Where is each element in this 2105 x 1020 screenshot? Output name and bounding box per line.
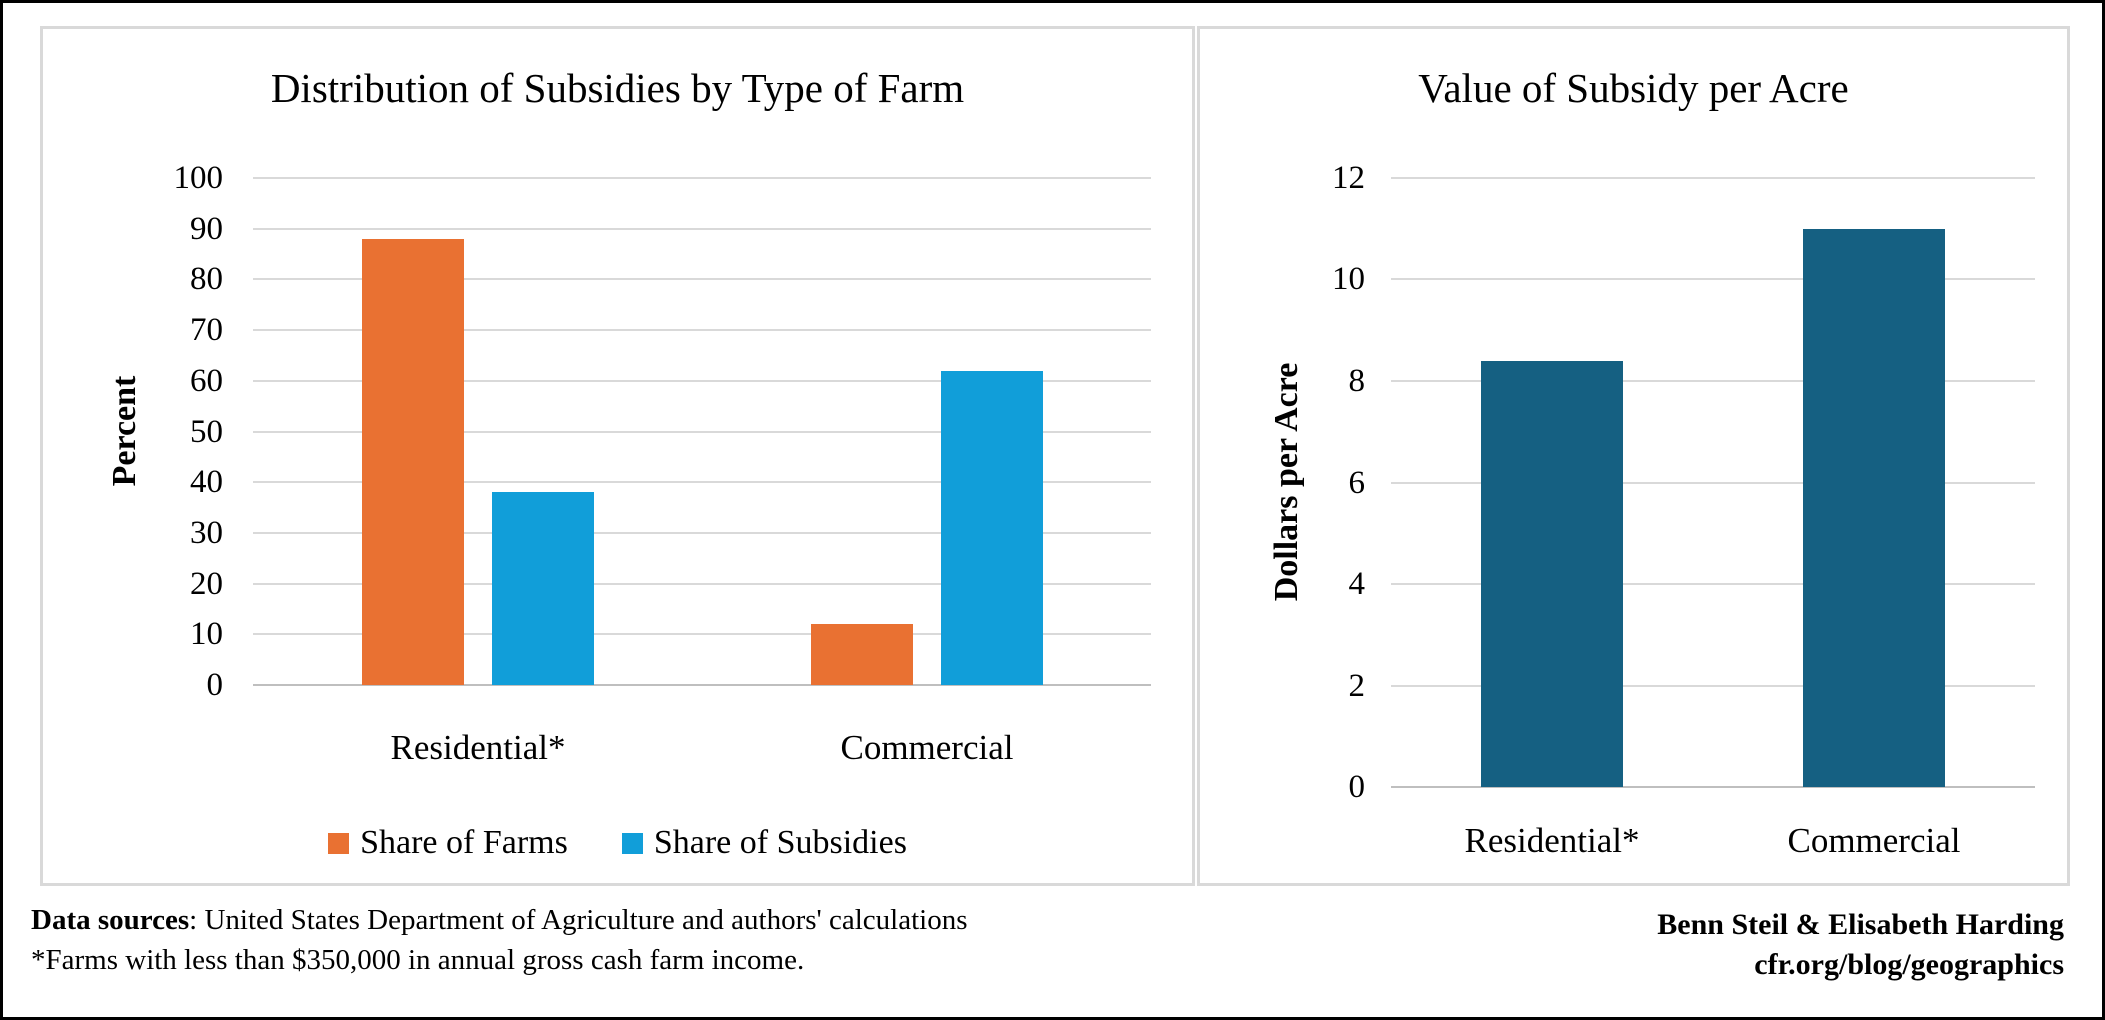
gridline xyxy=(253,481,1151,483)
gridline xyxy=(1391,482,2035,484)
y-tick-label: 4 xyxy=(1348,566,1366,602)
credit-authors: Benn Steil & Elisabeth Harding xyxy=(1657,908,2064,941)
y-tick-label: 8 xyxy=(1348,363,1366,399)
gridline xyxy=(253,228,1151,230)
source-note: Data sources: United States Department o… xyxy=(31,900,967,980)
y-tick-label: 0 xyxy=(206,667,224,703)
y-tick-label: 80 xyxy=(190,261,223,297)
gridline xyxy=(253,583,1151,585)
y-tick-label: 50 xyxy=(190,414,223,450)
footnote-line: *Farms with less than $350,000 in annual… xyxy=(31,944,805,976)
x-category-label-residential: Residential* xyxy=(390,728,566,767)
legend-item-share-of-farms: Share of Farms xyxy=(328,821,568,865)
gridline xyxy=(1391,177,2035,179)
x-axis-line xyxy=(1391,786,2035,788)
gridline xyxy=(253,278,1151,280)
y-tick-label: 10 xyxy=(190,616,223,652)
x-category-label-commercial: Commercial xyxy=(840,728,1014,767)
source-note-line1: Data sources: United States Department o… xyxy=(31,900,967,940)
gridline xyxy=(1391,380,2035,382)
y-tick-label: 60 xyxy=(190,363,223,399)
gridline xyxy=(1391,278,2035,280)
y-tick-label: 40 xyxy=(190,464,223,500)
gridline xyxy=(1391,583,2035,585)
x-category-label-commercial: Commercial xyxy=(1787,821,1961,860)
left-chart-title: Distribution of Subsidies by Type of Far… xyxy=(270,65,965,111)
source-note-text: : United States Department of Agricultur… xyxy=(189,904,968,936)
bar-share-of-subsidies-residential xyxy=(492,492,594,685)
y-tick-label: 0 xyxy=(1348,769,1366,805)
y-tick-label: 12 xyxy=(1332,160,1365,196)
legend: Share of Farms Share of Subsidies xyxy=(43,821,1192,865)
x-axis-line xyxy=(253,684,1151,686)
gridline xyxy=(253,532,1151,534)
gridline xyxy=(253,177,1151,179)
source-note-label: Data sources xyxy=(31,904,190,936)
x-category-label-residential: Residential* xyxy=(1464,821,1640,860)
right-chart-title: Value of Subsidy per Acre xyxy=(1418,65,1849,111)
bar-share-of-farms-commercial xyxy=(811,624,913,685)
gridline xyxy=(1391,685,2035,687)
right-chart-panel: Value of Subsidy per Acre Dollars per Ac… xyxy=(1197,26,2070,886)
gridline xyxy=(253,633,1151,635)
legend-label-share-of-farms: Share of Farms xyxy=(360,824,568,861)
legend-label-share-of-subsidies: Share of Subsidies xyxy=(653,824,907,861)
bar-share-of-farms-residential xyxy=(362,239,464,685)
y-tick-label: 6 xyxy=(1348,465,1366,501)
gridline xyxy=(253,431,1151,433)
y-tick-label: 20 xyxy=(190,566,223,602)
y-tick-label: 30 xyxy=(190,515,223,551)
legend-item-share-of-subsidies: Share of Subsidies xyxy=(621,821,907,865)
gridline xyxy=(253,329,1151,331)
y-tick-label: 10 xyxy=(1332,261,1365,297)
y-tick-label: 2 xyxy=(1348,668,1366,704)
credit-url: cfr.org/blog/geographics xyxy=(1754,948,2064,981)
y-tick-label: 100 xyxy=(173,160,224,196)
credit-block: Benn Steil & Elisabeth Harding cfr.org/b… xyxy=(1657,905,2064,985)
legend-swatch-share-of-subsidies xyxy=(621,832,643,854)
gridline xyxy=(253,380,1151,382)
bar-dollars-per-acre-residential xyxy=(1481,361,1623,787)
y-tick-label: 90 xyxy=(190,211,223,247)
bar-share-of-subsidies-commercial xyxy=(941,371,1043,685)
legend-swatch-share-of-farms xyxy=(328,832,350,854)
left-chart-panel: Distribution of Subsidies by Type of Far… xyxy=(40,26,1195,886)
y-tick-label: 70 xyxy=(190,312,223,348)
bar-dollars-per-acre-commercial xyxy=(1803,229,1945,787)
